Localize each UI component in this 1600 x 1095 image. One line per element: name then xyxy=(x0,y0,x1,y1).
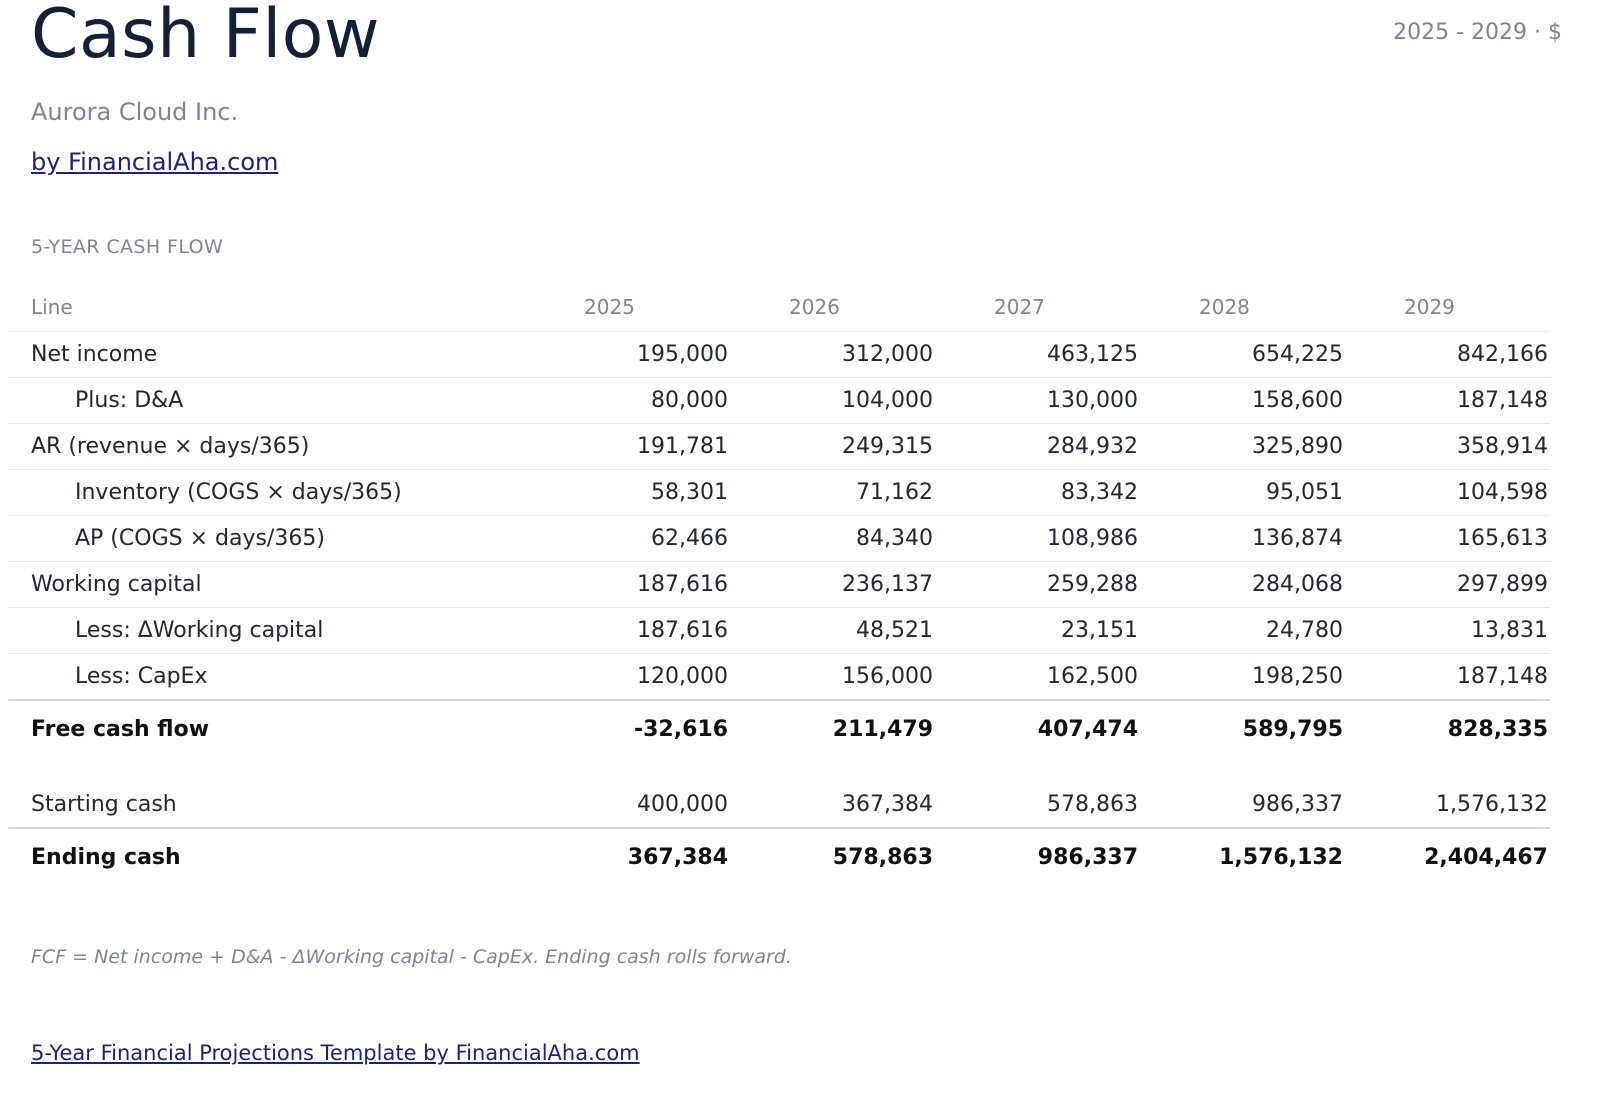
cell-2027: 130,000 xyxy=(935,377,1140,424)
cell-2027: 259,288 xyxy=(935,561,1140,608)
cell-2025: 62,466 xyxy=(525,515,730,562)
cell-2029: 13,831 xyxy=(1345,607,1550,654)
cell-2027: 83,342 xyxy=(935,469,1140,516)
spacer-cell xyxy=(8,758,1550,781)
cell-2028: 1,576,132 xyxy=(1219,845,1343,870)
cell-2029: 297,899 xyxy=(1345,561,1550,608)
cell-2026: 48,521 xyxy=(730,607,935,654)
cell-2029: 1,576,132 xyxy=(1345,781,1550,829)
row-starting-cash: Starting cash 400,000 367,384 578,863 98… xyxy=(8,781,1550,829)
cell-2027: 986,337 xyxy=(1037,845,1138,870)
cell-2028: 95,051 xyxy=(1140,469,1345,516)
cell-2029: 2,404,467 xyxy=(1424,845,1548,870)
cell-2026: 84,340 xyxy=(730,515,935,562)
table-header-row: Line 2025 2026 2027 2028 2029 xyxy=(8,283,1550,332)
column-header-2026: 2026 xyxy=(730,283,935,332)
row-label: AR (revenue × days/365) xyxy=(8,423,525,470)
cell-2029: 187,148 xyxy=(1345,653,1550,701)
row-label: Ending cash xyxy=(31,845,181,870)
row-accounts-payable: AP (COGS × days/365) 62,466 84,340 108,9… xyxy=(8,515,1550,562)
cell-2025: 58,301 xyxy=(525,469,730,516)
cell-2025: 195,000 xyxy=(525,331,730,378)
column-header-2027: 2027 xyxy=(935,283,1140,332)
row-label: AP (COGS × days/365) xyxy=(8,515,525,562)
cell-2026: 236,137 xyxy=(730,561,935,608)
period-label: 2025 - 2029 · $ xyxy=(1393,20,1562,45)
cell-2028: 136,874 xyxy=(1140,515,1345,562)
column-header-2028: 2028 xyxy=(1140,283,1345,332)
cell-2026: 312,000 xyxy=(730,331,935,378)
cell-2028: 654,225 xyxy=(1140,331,1345,378)
page-title: Cash Flow xyxy=(31,0,381,74)
company-name: Aurora Cloud Inc. xyxy=(31,98,239,126)
cell-2027: 108,986 xyxy=(935,515,1140,562)
cell-2025: -32,616 xyxy=(525,699,730,758)
cell-2025: 187,616 xyxy=(525,607,730,654)
cell-2026: 367,384 xyxy=(730,781,935,829)
column-header-2025: 2025 xyxy=(525,283,730,332)
cell-2025: 367,384 xyxy=(627,845,728,870)
cell-2028: 325,890 xyxy=(1140,423,1345,470)
row-less-capex: Less: CapEx 120,000 156,000 162,500 198,… xyxy=(8,653,1550,701)
row-net-income: Net income 195,000 312,000 463,125 654,2… xyxy=(8,331,1550,378)
row-plus-da: Plus: D&A 80,000 104,000 130,000 158,600… xyxy=(8,377,1550,424)
financialaha-link[interactable]: by FinancialAha.com xyxy=(31,148,279,176)
cell-2029: 104,598 xyxy=(1345,469,1550,516)
cell-2025: 80,000 xyxy=(525,377,730,424)
cell-2028: 158,600 xyxy=(1140,377,1345,424)
cell-2028: 198,250 xyxy=(1140,653,1345,701)
template-footer-link[interactable]: 5-Year Financial Projections Template by… xyxy=(31,1041,640,1065)
cell-2027: 578,863 xyxy=(935,781,1140,829)
row-label: Free cash flow xyxy=(8,699,525,758)
cell-2027: 284,932 xyxy=(935,423,1140,470)
cell-2026: 211,479 xyxy=(730,699,935,758)
cell-2029: 358,914 xyxy=(1345,423,1550,470)
row-label: Less: ΔWorking capital xyxy=(8,607,525,654)
row-label: Less: CapEx xyxy=(8,653,525,701)
cell-2026: 71,162 xyxy=(730,469,935,516)
cell-2026: 104,000 xyxy=(730,377,935,424)
section-title: 5-YEAR CASH FLOW xyxy=(31,236,224,258)
cell-2029: 828,335 xyxy=(1345,699,1550,758)
cell-2025: 400,000 xyxy=(525,781,730,829)
row-label: Inventory (COGS × days/365) xyxy=(8,469,525,516)
cell-2026: 249,315 xyxy=(730,423,935,470)
cell-2028: 589,795 xyxy=(1140,699,1345,758)
cell-2028: 986,337 xyxy=(1140,781,1345,829)
row-working-capital: Working capital 187,616 236,137 259,288 … xyxy=(8,561,1550,608)
cell-2027: 162,500 xyxy=(935,653,1140,701)
row-ending-cash: Ending cash 367,384 578,863 986,337 1,57… xyxy=(8,828,1550,886)
cell-2025: 120,000 xyxy=(525,653,730,701)
formula-note: FCF = Net income + D&A - ΔWorking capita… xyxy=(31,946,792,968)
cell-2027: 463,125 xyxy=(935,331,1140,378)
row-inventory: Inventory (COGS × days/365) 58,301 71,16… xyxy=(8,469,1550,516)
cell-2025: 191,781 xyxy=(525,423,730,470)
cell-2027: 407,474 xyxy=(935,699,1140,758)
row-label: Net income xyxy=(8,331,525,378)
row-label: Working capital xyxy=(8,561,525,608)
row-less-delta-working-capital: Less: ΔWorking capital 187,616 48,521 23… xyxy=(8,607,1550,654)
spacer-row xyxy=(8,758,1550,781)
cell-2027: 23,151 xyxy=(935,607,1140,654)
cash-flow-table: Line 2025 2026 2027 2028 2029 Net income… xyxy=(8,283,1550,886)
cell-2026: 156,000 xyxy=(730,653,935,701)
cell-2029: 187,148 xyxy=(1345,377,1550,424)
row-free-cash-flow: Free cash flow -32,616 211,479 407,474 5… xyxy=(8,699,1550,758)
column-header-2029: 2029 xyxy=(1345,283,1550,332)
cell-2029: 165,613 xyxy=(1345,515,1550,562)
row-label: Starting cash xyxy=(8,781,525,829)
cell-2028: 284,068 xyxy=(1140,561,1345,608)
cell-2026: 578,863 xyxy=(832,845,933,870)
column-header-line: Line xyxy=(8,283,525,332)
row-accounts-receivable: AR (revenue × days/365) 191,781 249,315 … xyxy=(8,423,1550,470)
cell-2025: 187,616 xyxy=(525,561,730,608)
cell-2028: 24,780 xyxy=(1140,607,1345,654)
cell-2029: 842,166 xyxy=(1345,331,1550,378)
row-label: Plus: D&A xyxy=(8,377,525,424)
